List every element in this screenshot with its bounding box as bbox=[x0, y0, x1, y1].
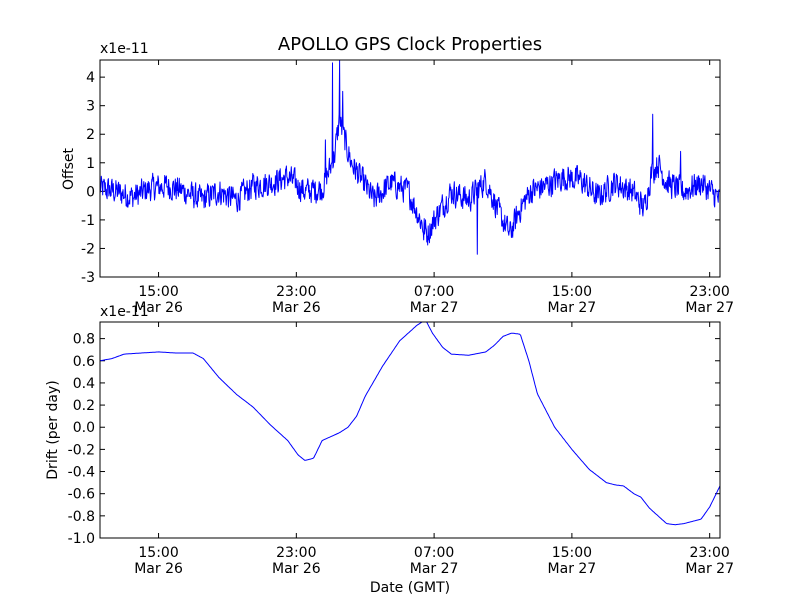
chart-title: APOLLO GPS Clock Properties bbox=[278, 34, 542, 55]
offset-ytick-label: 3 bbox=[86, 99, 95, 115]
offset-y-axis-label: Offset bbox=[61, 147, 77, 190]
drift-xtick-date-label: Mar 26 bbox=[134, 561, 183, 577]
drift-ytick-label: -0.4 bbox=[68, 465, 95, 481]
offset-plot-clip bbox=[100, 60, 720, 255]
drift-multiplier-label: x1e-11 bbox=[100, 304, 149, 320]
drift-xtick-date-label: Mar 27 bbox=[548, 561, 597, 577]
offset-series-line bbox=[100, 60, 720, 255]
drift-xtick-time-label: 23:00 bbox=[276, 545, 316, 561]
offset-xtick-date-label: Mar 27 bbox=[548, 300, 597, 316]
offset-ytick-label: 0 bbox=[86, 184, 95, 200]
drift-ytick-label: 0.8 bbox=[73, 332, 95, 348]
drift-xtick-date-label: Mar 26 bbox=[272, 561, 321, 577]
drift-ytick-label: 0.0 bbox=[73, 420, 95, 436]
drift-ytick-label: 0.4 bbox=[73, 376, 95, 392]
drift-xtick-time-label: 07:00 bbox=[414, 545, 454, 561]
offset-xtick-date-label: Mar 27 bbox=[685, 300, 734, 316]
drift-plot-clip bbox=[100, 322, 720, 526]
offset-ytick-label: -2 bbox=[81, 241, 95, 257]
x-axis-label: Date (GMT) bbox=[370, 580, 450, 596]
offset-plot-frame bbox=[99, 59, 721, 278]
offset-ytick-label: -1 bbox=[81, 213, 95, 229]
drift-xtick-time-label: 23:00 bbox=[689, 545, 729, 561]
offset-xtick-date-label: Mar 27 bbox=[410, 300, 459, 316]
offset-ytick-label: 2 bbox=[86, 127, 95, 143]
drift-ytick-label: -0.2 bbox=[68, 442, 95, 458]
offset-xtick-date-label: Mar 26 bbox=[272, 300, 321, 316]
drift-xtick-date-label: Mar 27 bbox=[410, 561, 459, 577]
drift-ytick-label: -1.0 bbox=[68, 531, 95, 547]
offset-xtick-date-label: Mar 26 bbox=[134, 300, 183, 316]
drift-panel: x1e-11 Drift (per day) Date (GMT) -1.0 -0… bbox=[45, 304, 734, 596]
offset-xtick-time-label: 15:00 bbox=[552, 284, 592, 300]
drift-xtick-time-label: 15:00 bbox=[552, 545, 592, 561]
offset-xtick-time-label: 15:00 bbox=[138, 284, 178, 300]
drift-xtick-time-label: 15:00 bbox=[138, 545, 178, 561]
drift-plot-frame bbox=[99, 321, 721, 539]
drift-ytick-label: -0.6 bbox=[68, 487, 95, 503]
offset-ytick-label: 4 bbox=[86, 70, 95, 86]
drift-ytick-label: 0.2 bbox=[73, 398, 95, 414]
drift-ytick-label: -0.8 bbox=[68, 509, 95, 525]
drift-axis-ticks: -1.0 -0.8 -0.6 -0.4 -0.2 0.0 0.2 0.4 0.6 0.8 15:00… bbox=[68, 322, 734, 577]
offset-xtick-time-label: 07:00 bbox=[414, 284, 454, 300]
drift-ytick-label: 0.6 bbox=[73, 354, 95, 370]
offset-xtick-time-label: 23:00 bbox=[689, 284, 729, 300]
offset-multiplier-label: x1e-11 bbox=[100, 41, 149, 57]
drift-y-axis-label: Drift (per day) bbox=[45, 380, 61, 479]
offset-xtick-time-label: 23:00 bbox=[276, 284, 316, 300]
offset-ytick-label: -3 bbox=[81, 270, 95, 286]
drift-xtick-date-label: Mar 27 bbox=[685, 561, 734, 577]
offset-ytick-label: 1 bbox=[86, 156, 95, 172]
drift-series-line bbox=[100, 322, 720, 526]
